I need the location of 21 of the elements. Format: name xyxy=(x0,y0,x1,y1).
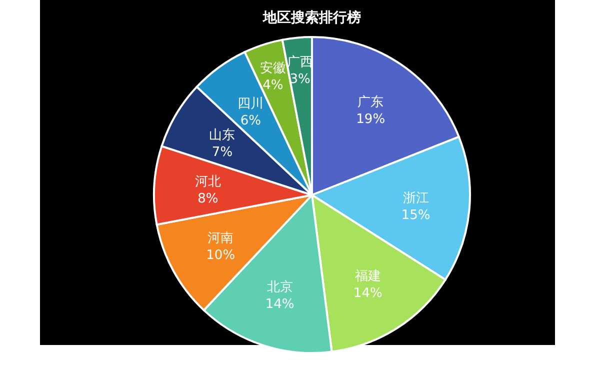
data-label: 8% xyxy=(198,191,218,206)
slice-label: 河北 xyxy=(194,174,221,190)
data-label: 7% xyxy=(212,144,233,160)
data-label: 4% xyxy=(262,78,284,93)
slice-label: 浙江 xyxy=(402,190,429,206)
data-label: 3% xyxy=(290,72,310,88)
slice-label: 安徽 xyxy=(260,60,286,76)
data-label: 14% xyxy=(265,297,294,312)
slice-label: 广东 xyxy=(358,94,384,110)
slice-label: 四川 xyxy=(238,96,264,112)
data-label: 19% xyxy=(356,112,386,127)
slice-label: 广西 xyxy=(287,55,314,70)
data-label: 15% xyxy=(401,208,430,223)
slice-label: 福建 xyxy=(354,269,381,284)
data-label: 6% xyxy=(240,114,262,129)
chart-title: 地区搜索排行榜 xyxy=(262,9,361,26)
data-label: 14% xyxy=(353,286,382,302)
data-label: 10% xyxy=(206,248,236,264)
slice-label: 山东 xyxy=(209,128,236,143)
slice-label: 北京 xyxy=(266,280,293,296)
slice-label: 河南 xyxy=(208,231,234,246)
